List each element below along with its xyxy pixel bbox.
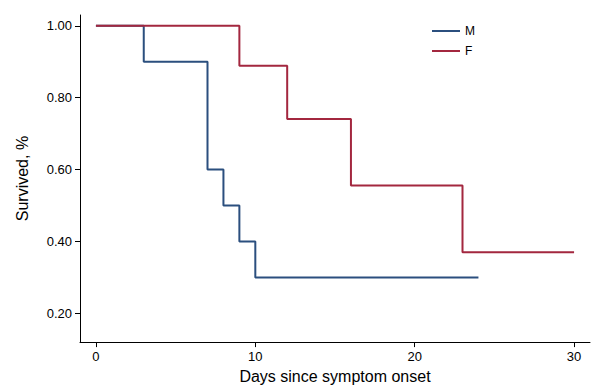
svg-text:Survived, %: Survived, % (14, 136, 31, 221)
svg-text:F: F (465, 44, 472, 58)
svg-text:20: 20 (407, 349, 421, 364)
svg-text:30: 30 (567, 349, 581, 364)
svg-text:Days since symptom onset: Days since symptom onset (239, 368, 431, 385)
svg-text:1.00: 1.00 (47, 18, 72, 33)
svg-text:0.60: 0.60 (47, 162, 72, 177)
svg-text:0: 0 (92, 349, 99, 364)
svg-text:0.20: 0.20 (47, 306, 72, 321)
svg-text:0.80: 0.80 (47, 90, 72, 105)
svg-text:0.40: 0.40 (47, 234, 72, 249)
svg-text:10: 10 (248, 349, 262, 364)
svg-text:M: M (465, 24, 475, 38)
